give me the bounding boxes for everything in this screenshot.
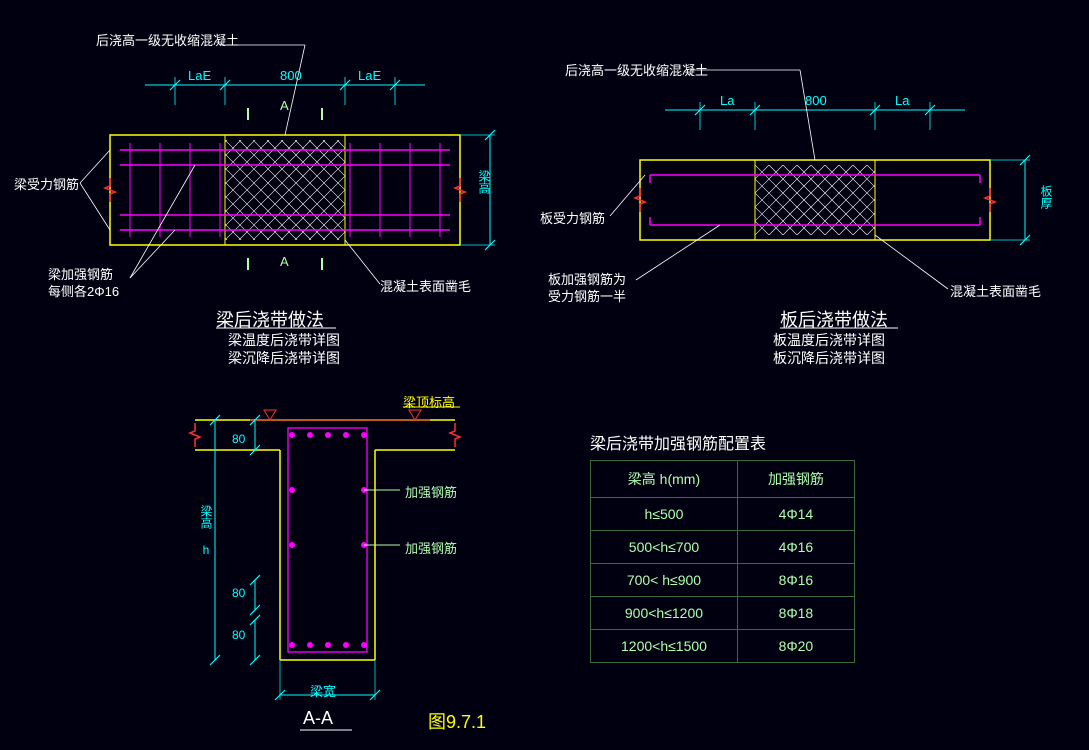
rebar-td: 700< h≤900	[591, 564, 738, 597]
rebar-table: 梁高 h(mm)加强钢筋h≤5004Φ14500<h≤7004Φ16700< h…	[590, 460, 855, 663]
rebar-td: 8Φ16	[737, 564, 854, 597]
slab-sub1: 板温度后浇带详图	[773, 330, 885, 350]
table-row: h≤5004Φ14	[591, 498, 855, 531]
beam-dim-lae-l: LaE	[188, 68, 211, 83]
slab-side-label: 板厚	[1038, 185, 1055, 209]
table-row: 700< h≤9008Φ16	[591, 564, 855, 597]
beam-leader-left: 梁受力钢筋	[14, 174, 79, 193]
rebar-td: 4Φ16	[737, 531, 854, 564]
slab-leader-bl2: 受力钢筋一半	[548, 286, 626, 305]
table-row: 1200<h≤15008Φ20	[591, 630, 855, 663]
rebar-td: 4Φ14	[737, 498, 854, 531]
rebar-td: 1200<h≤1500	[591, 630, 738, 663]
slab-dim-800: 800	[805, 93, 827, 108]
beam-section-a-top: A	[280, 98, 289, 113]
slab-dim-la-r: La	[895, 93, 909, 108]
fig-number: 图9.7.1	[428, 708, 486, 734]
beam-dim-lae-r: LaE	[358, 68, 381, 83]
slab-leader-left: 板受力钢筋	[540, 208, 605, 227]
table-row: 500<h≤7004Φ16	[591, 531, 855, 564]
beam-note-top: 后浇高一级无收缩混凝土	[96, 30, 239, 49]
section-title: A-A	[303, 708, 333, 729]
section-dim-80-b: 80	[232, 586, 245, 600]
rebar-th: 加强钢筋	[737, 461, 854, 498]
beam-sub1: 梁温度后浇带详图	[228, 330, 340, 350]
rebar-td: 8Φ20	[737, 630, 854, 663]
section-top-label: 梁顶标高	[403, 392, 455, 411]
slab-note-top: 后浇高一级无收缩混凝土	[565, 60, 708, 79]
rebar-td: h≤500	[591, 498, 738, 531]
section-width-label: 梁宽	[310, 681, 336, 700]
beam-sub2: 梁沉降后浇带详图	[228, 348, 340, 368]
rebar-td: 500<h≤700	[591, 531, 738, 564]
table-row: 900<h≤12008Φ18	[591, 597, 855, 630]
section-dim-80-a: 80	[232, 432, 245, 446]
rebar-table-title: 梁后浇带加强钢筋配置表	[590, 430, 766, 454]
beam-leader-bl2: 每侧各2Φ16	[48, 281, 119, 300]
section-dim-80-c: 80	[232, 628, 245, 642]
rebar-th: 梁高 h(mm)	[591, 461, 738, 498]
slab-sub2: 板沉降后浇带详图	[773, 348, 885, 368]
section-leader1: 加强钢筋	[405, 482, 457, 501]
section-leader2: 加强钢筋	[405, 538, 457, 557]
rebar-td: 8Φ18	[737, 597, 854, 630]
section-side-label: 梁高 h	[198, 505, 215, 557]
slab-title: 板后浇带做法	[780, 306, 888, 332]
slab-leader-br: 混凝土表面凿毛	[950, 281, 1041, 300]
rebar-td: 900<h≤1200	[591, 597, 738, 630]
slab-dim-la-l: La	[720, 93, 734, 108]
beam-title: 梁后浇带做法	[216, 306, 324, 332]
beam-dim-800: 800	[280, 68, 302, 83]
beam-side-label: 梁高	[476, 170, 493, 194]
beam-leader-br: 混凝土表面凿毛	[380, 276, 471, 295]
beam-section-a-bot: A	[280, 254, 289, 269]
